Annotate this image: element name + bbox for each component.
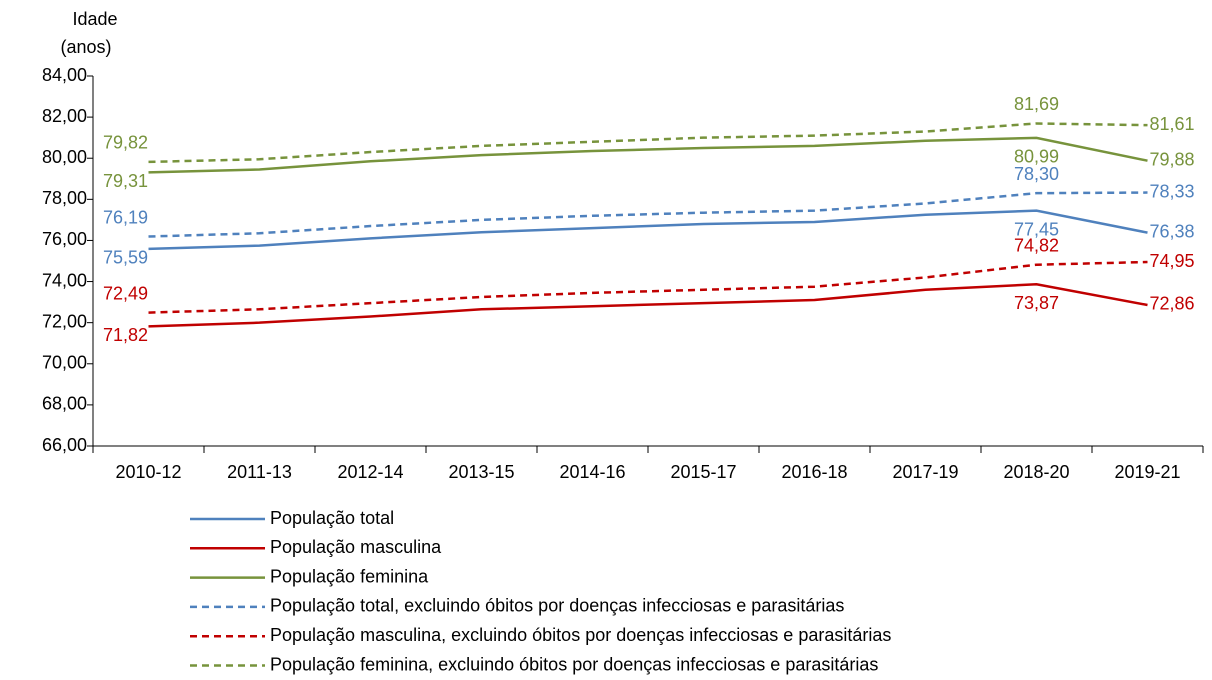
data-label: 76,19: [103, 207, 148, 227]
y-tick-label: 80,00: [42, 147, 87, 167]
data-label: 75,59: [103, 248, 148, 268]
x-tick-label: 2016-18: [781, 462, 847, 482]
x-tick-label: 2018-20: [1003, 462, 1069, 482]
data-label: 81,61: [1150, 114, 1195, 134]
data-label: 74,82: [1014, 235, 1059, 255]
data-label: 79,88: [1150, 149, 1195, 169]
legend-label: População feminina: [270, 566, 429, 586]
legend-label: População feminina, excluindo óbitos por…: [270, 654, 878, 674]
x-tick-label: 2012-14: [337, 462, 403, 482]
series-line: [148, 191, 1148, 238]
data-label: 72,86: [1150, 294, 1195, 314]
data-label: 79,31: [103, 171, 148, 191]
x-tick-label: 2014-16: [559, 462, 625, 482]
y-tick-label: 66,00: [42, 435, 87, 455]
x-tick-label: 2019-21: [1114, 462, 1180, 482]
legend-label: População masculina, excluindo óbitos po…: [270, 625, 891, 645]
x-tick-label: 2010-12: [115, 462, 181, 482]
y-tick-label: 84,00: [42, 65, 87, 85]
x-tick-label: 2015-17: [670, 462, 736, 482]
series-line: [148, 209, 1148, 251]
data-label: 78,30: [1014, 164, 1059, 184]
x-tick-label: 2011-13: [227, 462, 292, 482]
series-line: [148, 136, 1148, 174]
legend-label: População masculina: [270, 537, 442, 557]
data-label: 77,45: [1014, 219, 1059, 239]
data-label: 80,99: [1014, 147, 1059, 167]
series-line: [148, 260, 1148, 314]
data-label: 76,38: [1150, 221, 1195, 241]
y-tick-label: 70,00: [42, 353, 87, 373]
data-label: 72,49: [103, 283, 148, 303]
x-tick-label: 2013-15: [448, 462, 514, 482]
legend-label: População total, excluindo óbitos por do…: [270, 596, 844, 616]
data-label: 74,95: [1150, 251, 1195, 271]
data-label: 71,82: [103, 325, 148, 345]
y-tick-label: 72,00: [42, 311, 87, 331]
y-tick-label: 78,00: [42, 188, 87, 208]
x-tick-label: 2017-19: [892, 462, 958, 482]
y-axis-title: (anos): [60, 37, 111, 57]
y-tick-label: 82,00: [42, 106, 87, 126]
series-line: [148, 122, 1148, 164]
data-label: 78,33: [1150, 181, 1195, 201]
y-tick-label: 68,00: [42, 394, 87, 414]
y-axis-title: Idade: [72, 9, 117, 29]
data-label: 73,87: [1014, 293, 1059, 313]
y-tick-label: 74,00: [42, 270, 87, 290]
series-line: [148, 282, 1148, 328]
data-label: 81,69: [1014, 94, 1059, 114]
legend-label: População total: [270, 508, 394, 528]
data-label: 79,82: [103, 133, 148, 153]
y-tick-label: 76,00: [42, 229, 87, 249]
